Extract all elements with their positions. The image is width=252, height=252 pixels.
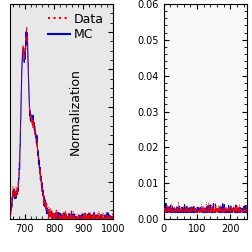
Data [71,215,74,218]
Data [25,25,28,28]
Data [111,218,114,221]
MC [111,218,114,221]
Data [97,218,100,221]
Data [87,218,90,221]
Line: Data: Data [10,27,113,219]
MC [15,197,18,200]
MC [87,218,90,221]
Y-axis label: Normalization: Normalization [69,68,82,155]
MC [9,216,12,219]
Data [15,194,18,197]
MC [97,218,100,221]
MC [53,218,56,221]
MC [74,217,77,220]
Data [9,218,12,221]
MC [71,218,74,221]
Legend: Data, MC: Data, MC [45,10,107,44]
MC [69,215,72,218]
Data [69,217,72,220]
Data [74,215,77,218]
Line: MC: MC [10,32,113,219]
Data [9,215,12,218]
MC [25,30,28,33]
